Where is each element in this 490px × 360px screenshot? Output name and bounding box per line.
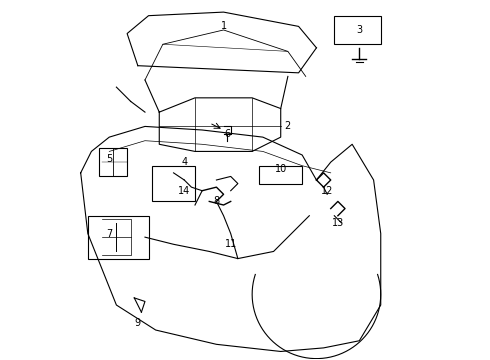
Text: 9: 9 [135,318,141,328]
Bar [88,216,148,258]
Bar [98,148,127,176]
Text: 5: 5 [106,154,112,163]
Bar [334,16,381,44]
Text: 13: 13 [332,218,344,228]
Text: 6: 6 [224,129,230,139]
Text: 1: 1 [220,21,227,31]
Text: 11: 11 [224,239,237,249]
Text: 12: 12 [321,186,333,196]
Text: 8: 8 [213,197,220,206]
Text: 2: 2 [285,121,291,131]
Text: 7: 7 [106,229,112,239]
Text: 4: 4 [181,157,187,167]
Bar [259,166,302,184]
Text: 14: 14 [178,186,191,196]
Text: 10: 10 [274,164,287,174]
Bar [152,166,195,202]
Text: 3: 3 [356,25,363,35]
